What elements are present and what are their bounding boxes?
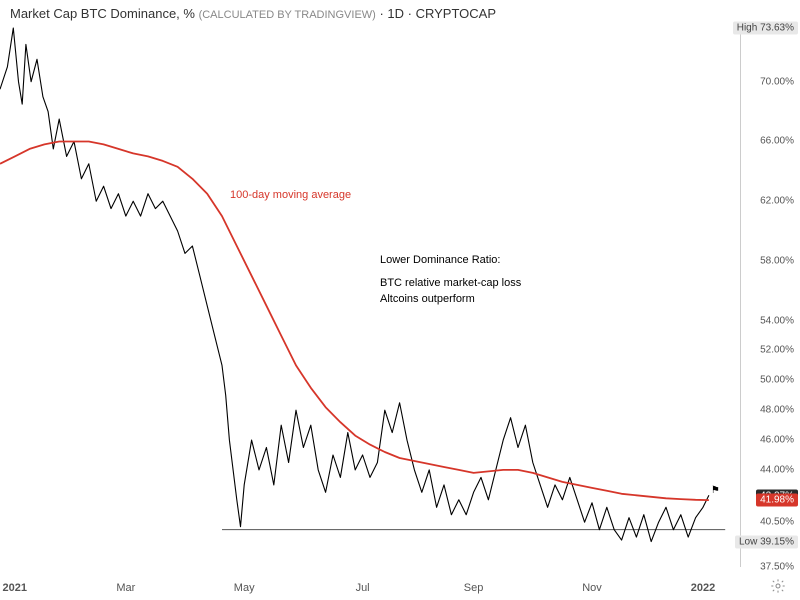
x-tick: Sep bbox=[464, 582, 484, 594]
y-tick: 48.00% bbox=[760, 405, 794, 416]
y-tick: 54.00% bbox=[760, 315, 794, 326]
ratio-line1: BTC relative market-cap loss bbox=[380, 275, 521, 292]
x-tick: Nov bbox=[582, 582, 602, 594]
ratio-annotation: Lower Dominance Ratio: BTC relative mark… bbox=[380, 252, 521, 308]
y-tick: 50.00% bbox=[760, 375, 794, 386]
y-tick: 62.00% bbox=[760, 196, 794, 207]
chart-header: Market Cap BTC Dominance, % (CALCULATED … bbox=[10, 6, 496, 21]
y-badge-low: Low 39.15% bbox=[735, 536, 798, 549]
ratio-title: Lower Dominance Ratio: bbox=[380, 252, 521, 269]
chart-plot[interactable]: 100-day moving average Lower Dominance R… bbox=[0, 22, 740, 567]
y-tick: 46.00% bbox=[760, 435, 794, 446]
y-tick: 37.50% bbox=[760, 562, 794, 573]
y-tick: 40.50% bbox=[760, 517, 794, 528]
ratio-line2: Altcoins outperform bbox=[380, 291, 521, 308]
x-axis: 2021 Mar May Jul Sep Nov 2022 bbox=[0, 574, 740, 594]
x-tick: Jul bbox=[356, 582, 370, 594]
x-tick: Mar bbox=[116, 582, 135, 594]
y-tick: 66.00% bbox=[760, 136, 794, 147]
y-badge-ma: 41.98% bbox=[756, 494, 798, 507]
timeframe: 1D bbox=[387, 6, 404, 21]
ma-annotation: 100-day moving average bbox=[230, 187, 351, 204]
chart-svg bbox=[0, 22, 740, 567]
calc-note: (CALCULATED BY TRADINGVIEW) bbox=[199, 9, 376, 21]
flag-icon: ⚑ bbox=[711, 485, 720, 496]
y-tick: 58.00% bbox=[760, 255, 794, 266]
y-axis: 37.50%40.50%42.00%44.00%46.00%48.00%50.0… bbox=[740, 22, 800, 567]
x-tick: May bbox=[234, 582, 255, 594]
ticker-name: Market Cap BTC Dominance, % bbox=[10, 6, 195, 21]
ma-annotation-text: 100-day moving average bbox=[230, 189, 351, 201]
y-tick: 52.00% bbox=[760, 345, 794, 356]
y-tick: 44.00% bbox=[760, 464, 794, 475]
y-tick: 70.00% bbox=[760, 76, 794, 87]
x-tick: 2021 bbox=[3, 582, 27, 594]
x-tick: 2022 bbox=[691, 582, 715, 594]
data-source: CRYPTOCAP bbox=[416, 6, 496, 21]
y-badge-high: High 73.63% bbox=[733, 21, 798, 34]
gear-icon[interactable] bbox=[770, 578, 786, 594]
